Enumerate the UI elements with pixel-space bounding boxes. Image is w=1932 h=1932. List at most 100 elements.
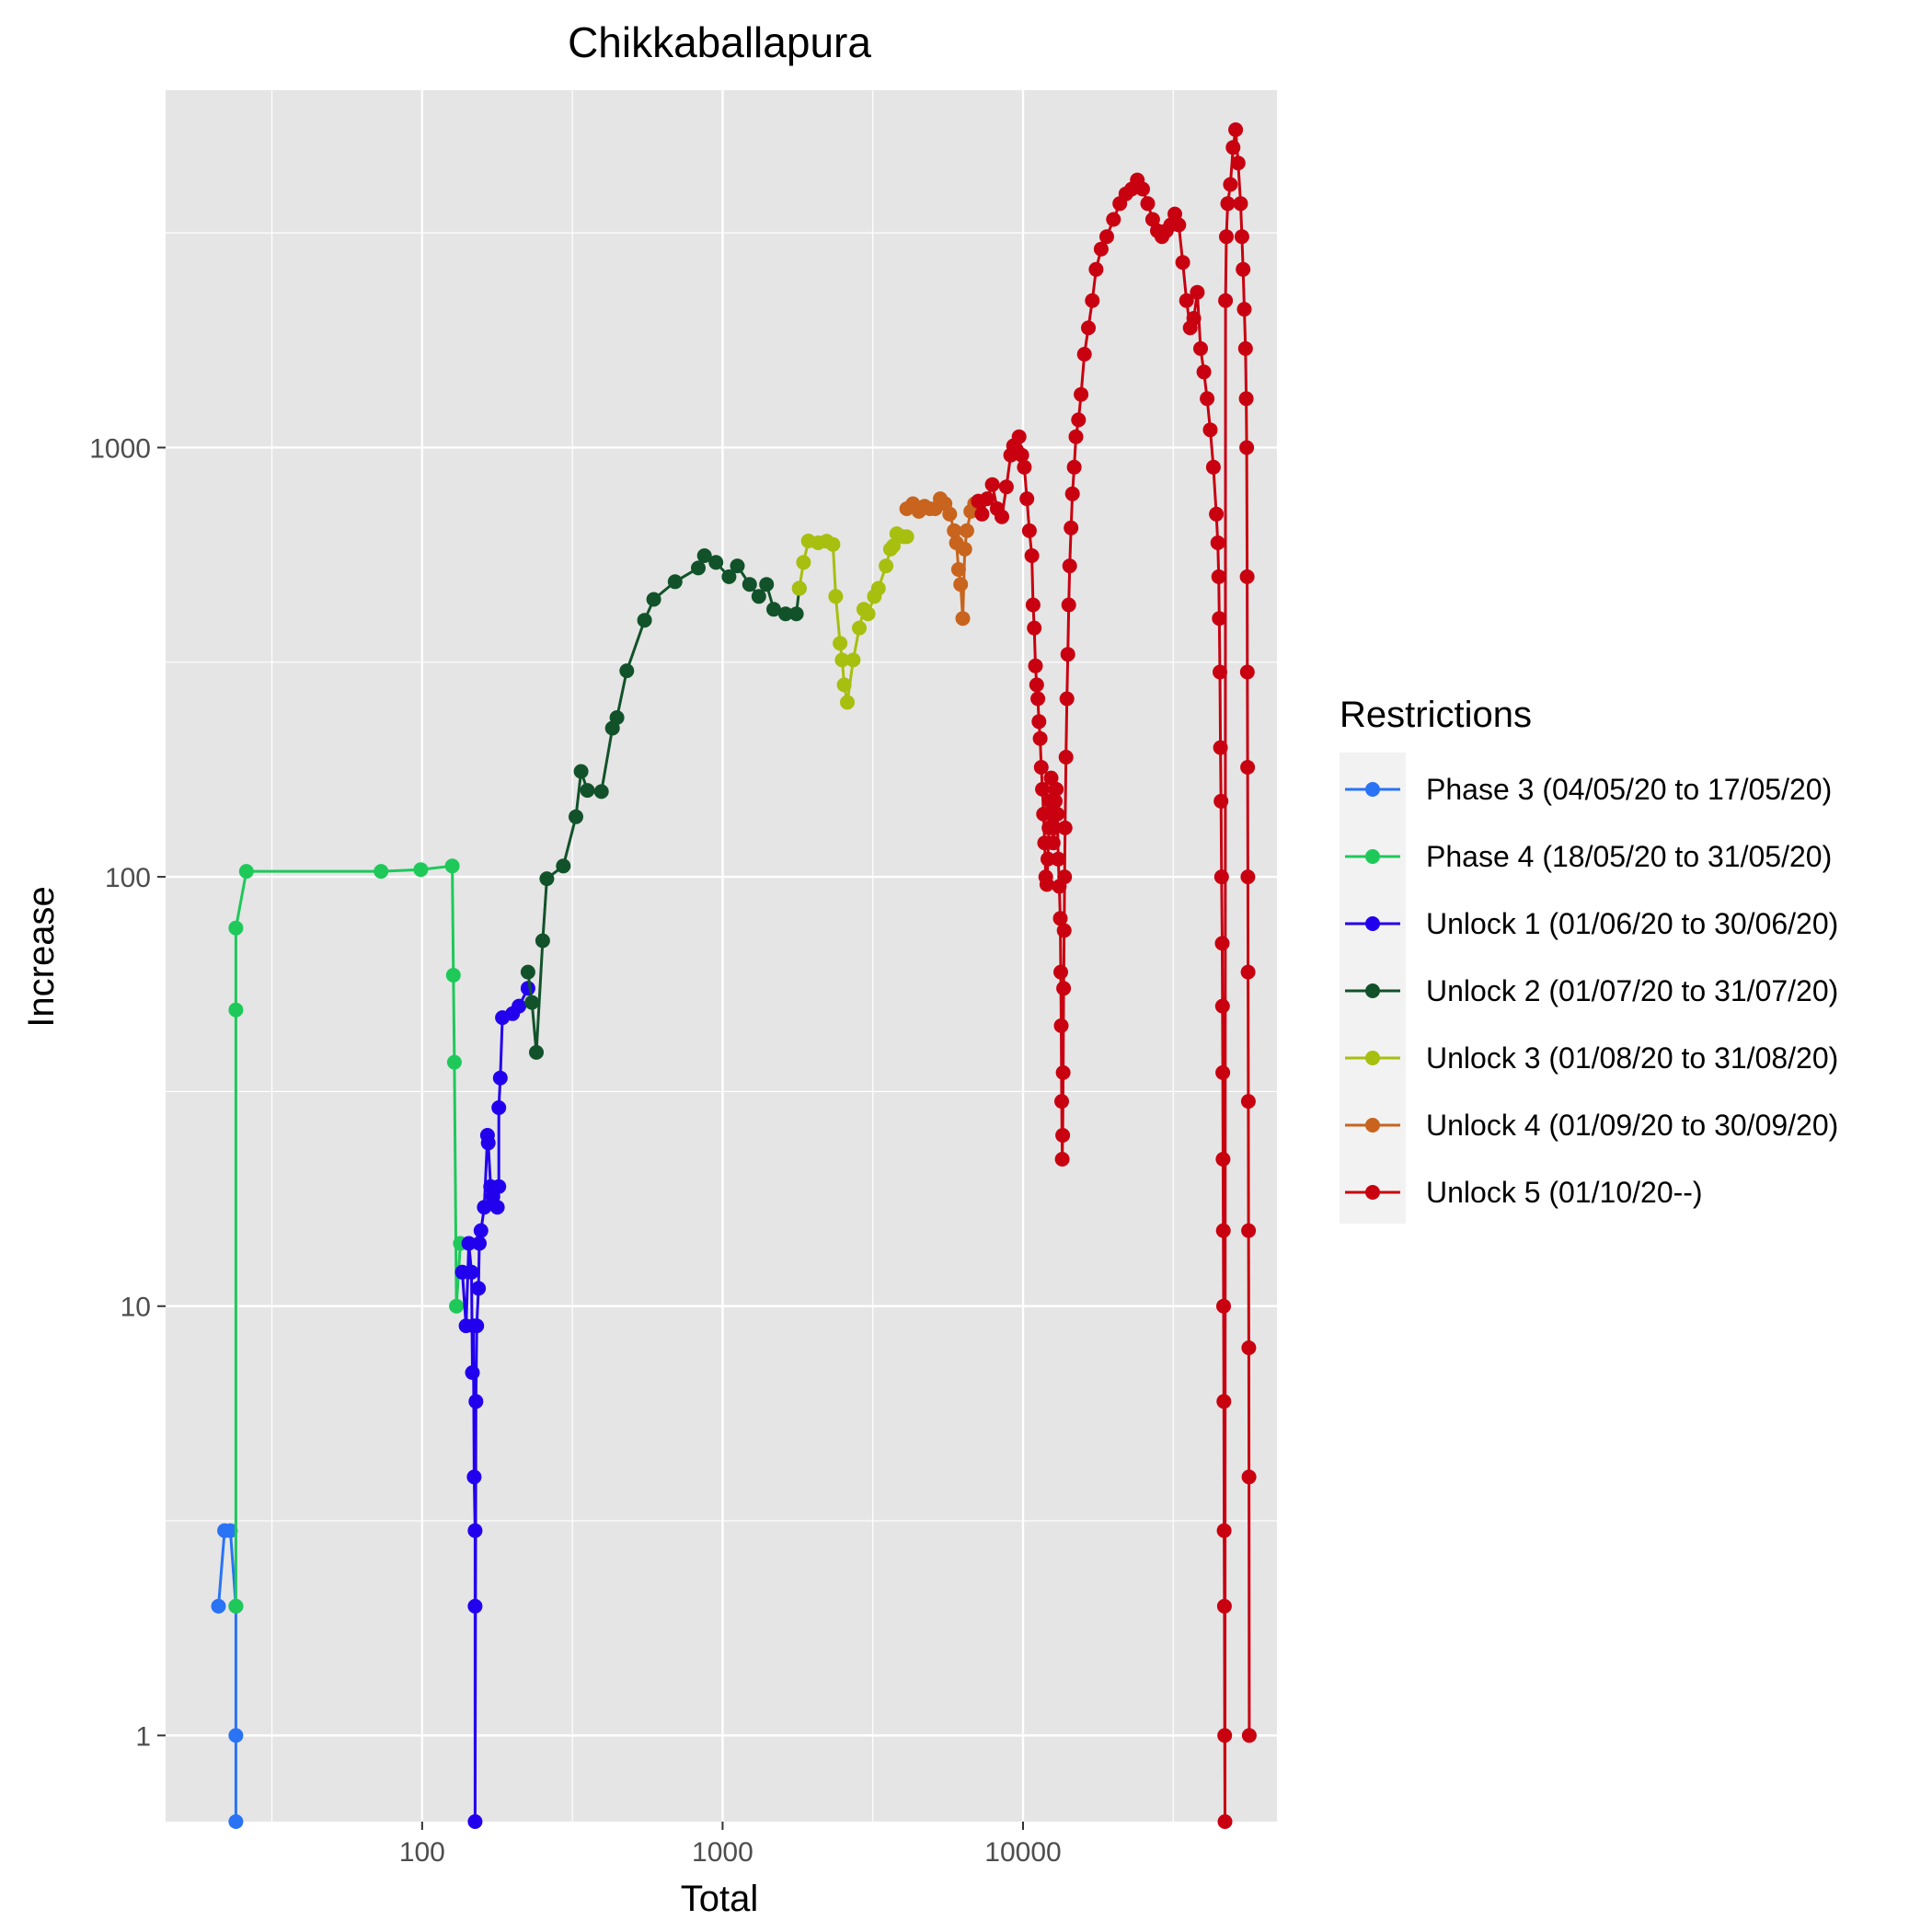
data-point <box>491 1179 507 1194</box>
data-point <box>1032 730 1048 746</box>
legend-key-point <box>1365 782 1380 797</box>
data-point <box>1064 520 1079 535</box>
data-point <box>646 592 661 607</box>
legend-label: Unlock 3 (01/08/20 to 31/08/20) <box>1426 1041 1838 1075</box>
data-point <box>489 1200 505 1215</box>
data-point <box>1209 506 1225 522</box>
legend-item: Unlock 4 (01/09/20 to 30/09/20) <box>1345 1109 1838 1142</box>
data-point <box>1081 320 1096 336</box>
data-point <box>742 577 757 592</box>
data-point <box>1228 122 1244 137</box>
x-axis-title: Total <box>681 1879 759 1919</box>
data-point <box>1239 440 1255 455</box>
data-point <box>1212 611 1227 627</box>
data-point <box>1234 229 1249 245</box>
data-point <box>413 862 429 878</box>
data-point <box>609 710 625 725</box>
data-point <box>955 611 971 627</box>
data-point <box>947 523 962 538</box>
data-point <box>1057 869 1073 885</box>
data-point <box>825 536 841 552</box>
series <box>971 122 1257 1829</box>
data-point <box>1048 793 1063 809</box>
data-point <box>1215 1152 1231 1167</box>
data-point <box>1190 284 1205 300</box>
data-point <box>1218 293 1234 308</box>
data-point <box>1088 261 1104 277</box>
data-point <box>1236 261 1251 277</box>
data-point <box>998 479 1014 495</box>
data-point <box>1106 212 1121 227</box>
data-point <box>1014 447 1029 463</box>
data-point <box>1060 647 1075 662</box>
data-point <box>1213 869 1229 885</box>
data-point <box>471 1281 487 1296</box>
data-point <box>1193 340 1208 356</box>
y-tick-label: 100 <box>105 863 151 893</box>
data-point <box>870 581 886 596</box>
data-point <box>1217 1728 1233 1743</box>
data-point <box>1074 386 1089 402</box>
y-tick-label: 10 <box>121 1293 151 1323</box>
data-point <box>886 538 901 554</box>
data-point <box>1219 229 1234 245</box>
data-point <box>1043 770 1059 786</box>
data-point <box>899 529 914 545</box>
data-point <box>1241 1469 1257 1485</box>
legend-item: Unlock 5 (01/10/20--) <box>1345 1176 1703 1209</box>
data-point <box>1214 936 1230 951</box>
data-point <box>1041 851 1055 867</box>
data-point <box>1053 964 1068 980</box>
data-point <box>1196 364 1212 380</box>
data-point <box>228 1598 244 1614</box>
legend-key-point <box>1365 849 1380 864</box>
data-point <box>469 1318 485 1334</box>
x-tick-label: 1000 <box>692 1837 753 1868</box>
data-point <box>1019 491 1035 507</box>
data-point <box>580 783 595 799</box>
data-point <box>1076 347 1092 362</box>
data-point <box>1217 1814 1233 1829</box>
y-axis: 1 10 100 1000 <box>89 433 166 1752</box>
data-point <box>950 562 966 577</box>
data-point <box>791 581 807 596</box>
data-point <box>1031 714 1047 730</box>
data-point <box>1210 535 1225 550</box>
data-point <box>1144 212 1160 227</box>
data-point <box>1211 569 1226 584</box>
legend-item: Phase 3 (04/05/20 to 17/05/20) <box>1345 773 1832 806</box>
legend-item: Unlock 2 (01/07/20 to 31/07/20) <box>1345 974 1838 1007</box>
data-point <box>1140 196 1156 212</box>
data-point <box>1213 793 1229 809</box>
data-point <box>1205 459 1221 475</box>
data-point <box>1240 760 1256 775</box>
data-point <box>467 1598 483 1614</box>
data-point <box>1223 177 1238 192</box>
data-point <box>959 523 974 538</box>
data-point <box>1051 851 1066 867</box>
data-point <box>524 995 540 1010</box>
data-point <box>1027 620 1042 636</box>
data-point <box>1093 241 1109 257</box>
data-point <box>529 1044 544 1060</box>
data-point <box>1179 293 1194 308</box>
data-point <box>984 477 1000 492</box>
legend-title: Restrictions <box>1340 695 1532 735</box>
data-point <box>1046 820 1062 835</box>
data-point <box>942 506 958 522</box>
data-point <box>228 920 244 936</box>
data-point <box>1039 877 1054 892</box>
data-point <box>1061 597 1076 613</box>
data-point <box>238 864 254 880</box>
data-point <box>473 1223 489 1238</box>
data-point <box>619 663 635 679</box>
data-point <box>1068 429 1084 444</box>
legend-label: Unlock 5 (01/10/20--) <box>1426 1176 1703 1209</box>
legend-label: Phase 3 (04/05/20 to 17/05/20) <box>1426 773 1832 806</box>
data-point <box>1225 140 1241 155</box>
data-point <box>1049 781 1064 797</box>
data-point <box>995 509 1009 524</box>
data-point <box>1216 1298 1231 1314</box>
data-point <box>1216 1394 1232 1409</box>
x-axis: 100 1000 10000 <box>399 1822 1062 1868</box>
